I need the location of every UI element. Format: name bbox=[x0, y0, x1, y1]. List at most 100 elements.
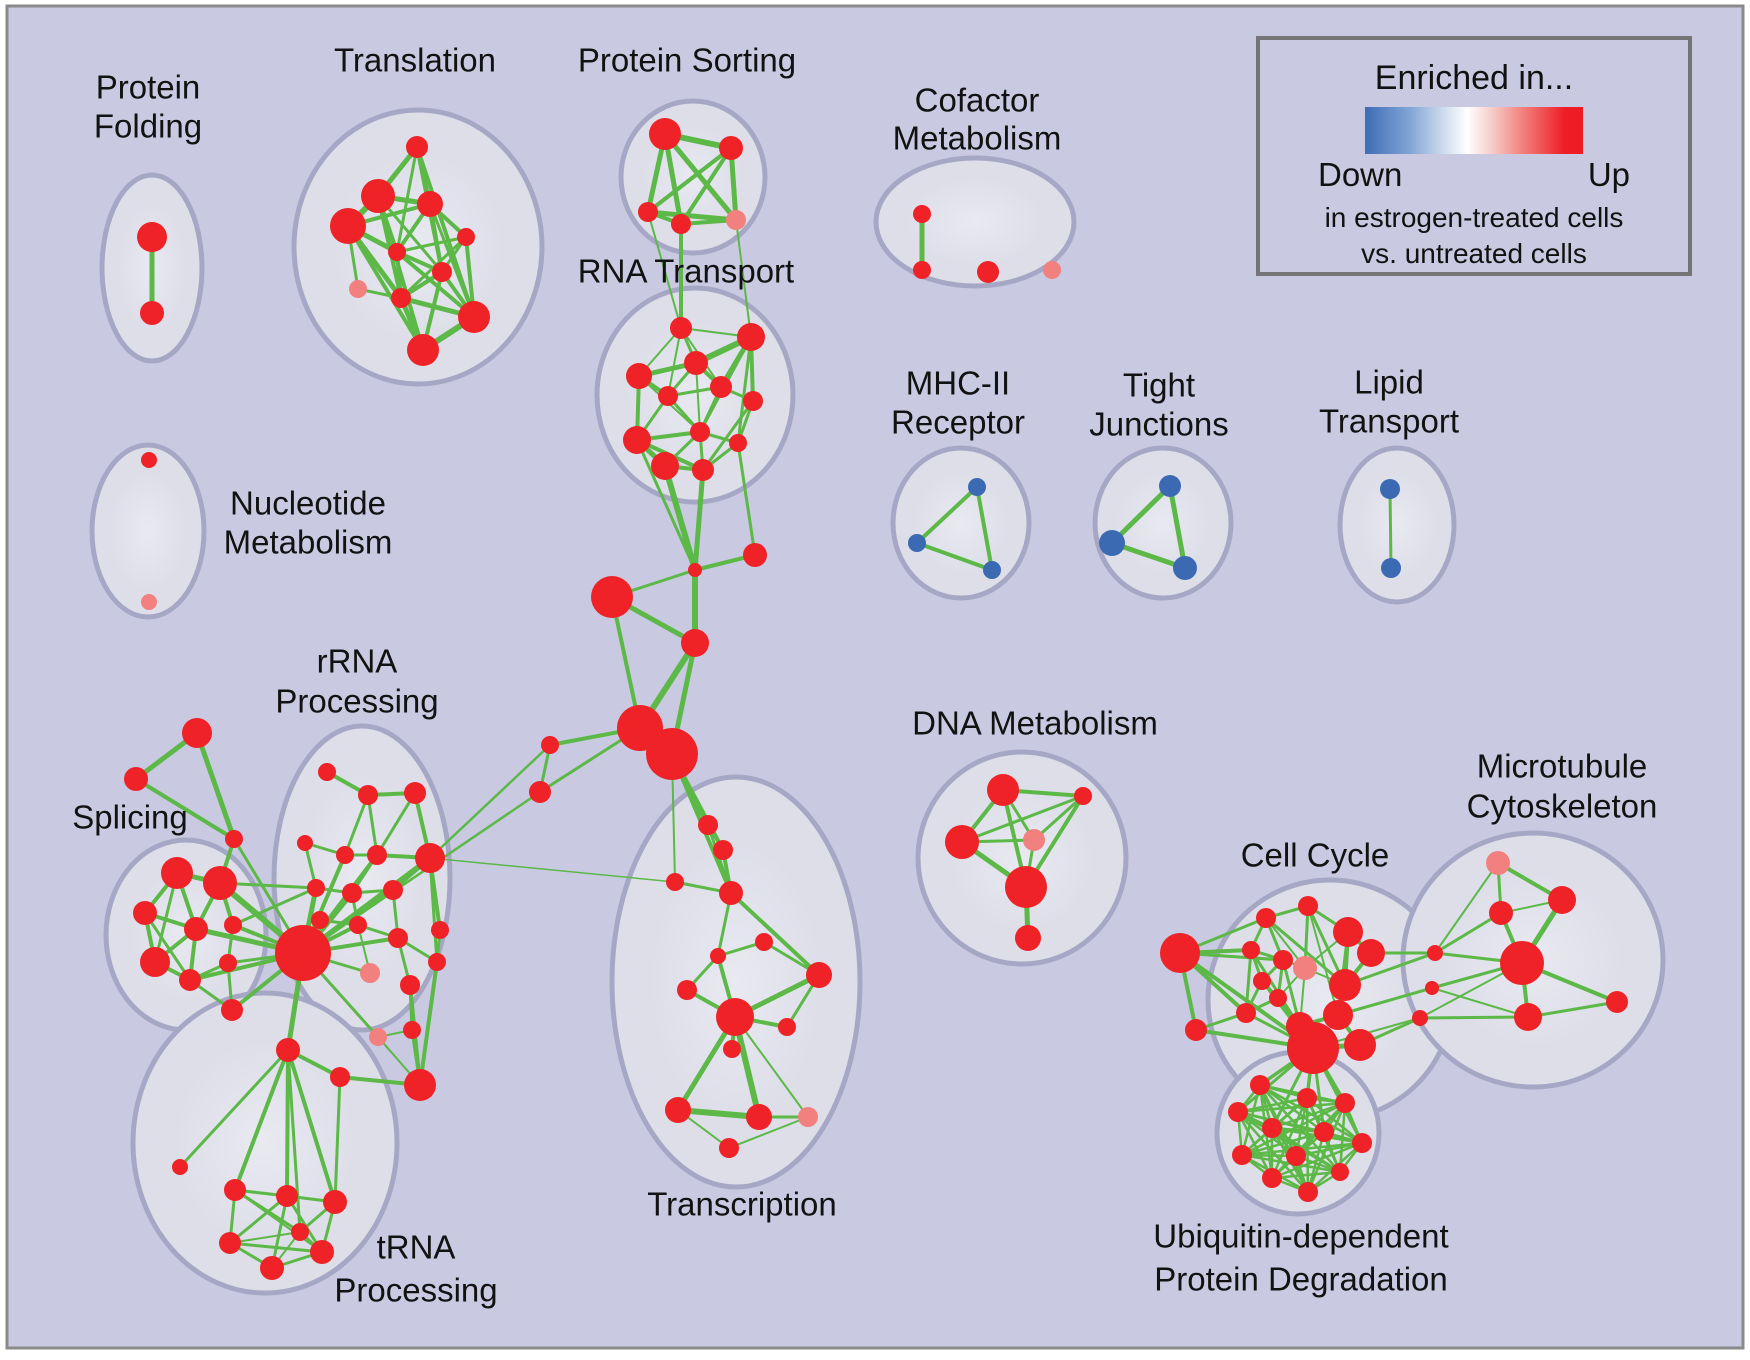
network-node-pf1 bbox=[137, 222, 167, 252]
network-edge bbox=[429, 857, 676, 883]
network-edge bbox=[428, 743, 552, 860]
network-node-j2 bbox=[1427, 945, 1443, 961]
network-edge bbox=[233, 1048, 290, 1192]
network-edge bbox=[1307, 905, 1339, 1016]
network-edge bbox=[736, 441, 757, 557]
network-edge bbox=[1526, 1000, 1619, 1019]
network-node-tr10 bbox=[458, 301, 490, 333]
network-node-c10 bbox=[1253, 972, 1271, 990]
network-edge bbox=[1109, 483, 1173, 546]
network-edge bbox=[343, 793, 370, 857]
network-node-n1 bbox=[172, 1159, 188, 1175]
network-node-rt7 bbox=[743, 391, 763, 411]
network-edge bbox=[178, 1048, 290, 1169]
network-node-rt4 bbox=[684, 351, 708, 375]
network-edge bbox=[975, 485, 994, 572]
legend-up-label: Up bbox=[1587, 156, 1630, 194]
cluster-label-protein-folding-line1: Protein bbox=[96, 69, 201, 106]
network-nodes bbox=[124, 118, 1628, 1280]
network-node-m5 bbox=[541, 736, 559, 754]
network-node-c11 bbox=[1269, 989, 1287, 1007]
network-edge bbox=[366, 793, 379, 857]
network-node-d1 bbox=[987, 774, 1019, 806]
cluster-label-protein-sorting-line1: Protein Sorting bbox=[578, 42, 796, 79]
network-node-tr7 bbox=[432, 262, 452, 282]
network-node-u2 bbox=[1297, 1088, 1317, 1108]
network-node-u12 bbox=[1298, 1182, 1318, 1202]
network-node-tr9 bbox=[391, 288, 411, 308]
cluster-label-translation-line1: Translation bbox=[334, 42, 496, 79]
network-edge bbox=[1236, 1096, 1309, 1114]
network-node-d3 bbox=[945, 825, 979, 859]
network-edge bbox=[1336, 986, 1434, 1017]
network-node-t2 bbox=[713, 840, 733, 860]
cluster-ellipse-cofactor-metabolism bbox=[873, 155, 1077, 289]
network-edge bbox=[662, 131, 739, 223]
cluster-label-tight-junctions-line2: Junctions bbox=[1089, 406, 1228, 443]
cluster-label-dna-metabolism-line1: DNA Metabolism bbox=[912, 705, 1158, 742]
network-node-p1 bbox=[360, 963, 380, 983]
cluster-label-mhc-ii-receptor-line1: MHC-II bbox=[906, 365, 1010, 402]
network-edge bbox=[729, 891, 821, 977]
network-node-tr5 bbox=[457, 228, 475, 246]
network-node-s1 bbox=[182, 718, 212, 748]
network-edge bbox=[418, 960, 439, 1087]
cluster-ellipse-nucleotide-metabolism bbox=[89, 442, 207, 620]
cluster-label-trna-processing-line2: Processing bbox=[334, 1272, 497, 1309]
network-node-r13 bbox=[388, 928, 408, 948]
network-node-t9 bbox=[716, 998, 754, 1036]
network-edge bbox=[1236, 1110, 1274, 1180]
network-edge bbox=[1418, 1015, 1530, 1020]
network-node-s7 bbox=[184, 917, 208, 941]
network-node-tr2 bbox=[361, 179, 395, 213]
network-node-u11 bbox=[1262, 1168, 1282, 1188]
network-node-mh2 bbox=[908, 534, 926, 552]
network-edge bbox=[1270, 1141, 1364, 1180]
network-edge bbox=[134, 777, 236, 841]
network-node-t14 bbox=[798, 1107, 818, 1127]
network-edge bbox=[1236, 1101, 1347, 1114]
network-edge bbox=[915, 485, 979, 545]
legend-title: Enriched in... bbox=[1374, 59, 1574, 97]
network-node-rt10 bbox=[729, 434, 747, 452]
network-node-j4 bbox=[1412, 1010, 1428, 1026]
legend-subtitle-line2: vs. untreated cells bbox=[1361, 238, 1587, 270]
network-edge bbox=[286, 1048, 337, 1204]
network-edge bbox=[346, 224, 425, 352]
network-node-t5 bbox=[755, 933, 773, 951]
network-node-r10 bbox=[383, 880, 403, 900]
cluster-label-transcription-line1: Transcription bbox=[647, 1186, 837, 1223]
cluster-label-nucleotide-metabolism-line1: Nucleotide bbox=[230, 485, 386, 522]
cluster-label-mhc-ii-receptor-line2: Receptor bbox=[891, 404, 1025, 441]
network-edge bbox=[735, 219, 752, 338]
network-edge bbox=[736, 335, 753, 445]
network-edge bbox=[1388, 487, 1393, 570]
network-node-s12 bbox=[221, 999, 243, 1021]
network-node-ps3 bbox=[638, 202, 658, 222]
network-node-r14 bbox=[431, 921, 449, 939]
network-node-c5 bbox=[1357, 939, 1385, 967]
network-node-u10 bbox=[1331, 1163, 1349, 1181]
network-node-rt11 bbox=[651, 452, 679, 480]
network-node-L2 bbox=[330, 1067, 350, 1087]
network-edge bbox=[1270, 1126, 1342, 1174]
cluster-label-protein-folding-line2: Folding bbox=[94, 108, 202, 145]
network-node-u9 bbox=[1286, 1146, 1306, 1166]
network-node-c16 bbox=[1287, 1022, 1339, 1074]
network-edge bbox=[662, 463, 698, 573]
network-edge bbox=[635, 438, 697, 572]
network-node-m6 bbox=[529, 781, 551, 803]
cluster-label-microtubule-cytoskeleton-line1: Microtubule bbox=[1477, 748, 1648, 785]
cluster-label-cofactor-metabolism-line2: Metabolism bbox=[893, 120, 1062, 157]
network-edge bbox=[960, 794, 1085, 844]
network-node-rt6 bbox=[658, 386, 678, 406]
cluster-label-tight-junctions-line1: Tight bbox=[1123, 367, 1195, 404]
network-node-m4 bbox=[681, 629, 709, 657]
network-node-tr6 bbox=[388, 243, 406, 261]
legend-subtitle-line1: in estrogen-treated cells bbox=[1324, 202, 1624, 234]
network-edge bbox=[692, 467, 706, 573]
network-node-r7 bbox=[415, 843, 445, 873]
network-node-ps4 bbox=[671, 214, 691, 234]
network-node-r1 bbox=[318, 763, 336, 781]
